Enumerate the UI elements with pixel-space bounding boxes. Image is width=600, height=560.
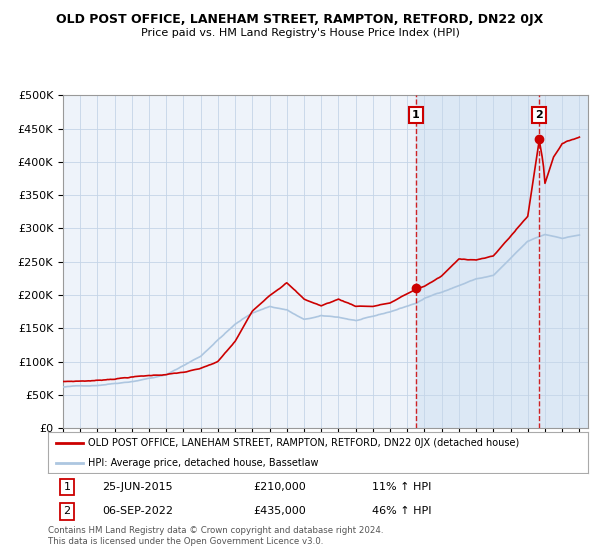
Bar [416,95,590,428]
Text: 11% ↑ HPI: 11% ↑ HPI [372,482,431,492]
Text: 2: 2 [64,506,70,516]
Text: 1: 1 [64,482,70,492]
Text: £435,000: £435,000 [253,506,306,516]
Text: 46% ↑ HPI: 46% ↑ HPI [372,506,431,516]
Text: Contains HM Land Registry data © Crown copyright and database right 2024.
This d: Contains HM Land Registry data © Crown c… [48,526,383,546]
Text: 2: 2 [535,110,543,120]
Text: OLD POST OFFICE, LANEHAM STREET, RAMPTON, RETFORD, DN22 0JX: OLD POST OFFICE, LANEHAM STREET, RAMPTON… [56,13,544,26]
Text: 25-JUN-2015: 25-JUN-2015 [102,482,173,492]
Text: £210,000: £210,000 [253,482,306,492]
Text: Price paid vs. HM Land Registry's House Price Index (HPI): Price paid vs. HM Land Registry's House … [140,28,460,38]
Text: HPI: Average price, detached house, Bassetlaw: HPI: Average price, detached house, Bass… [89,458,319,468]
Text: OLD POST OFFICE, LANEHAM STREET, RAMPTON, RETFORD, DN22 0JX (detached house): OLD POST OFFICE, LANEHAM STREET, RAMPTON… [89,437,520,447]
Text: 06-SEP-2022: 06-SEP-2022 [102,506,173,516]
Text: 1: 1 [412,110,420,120]
